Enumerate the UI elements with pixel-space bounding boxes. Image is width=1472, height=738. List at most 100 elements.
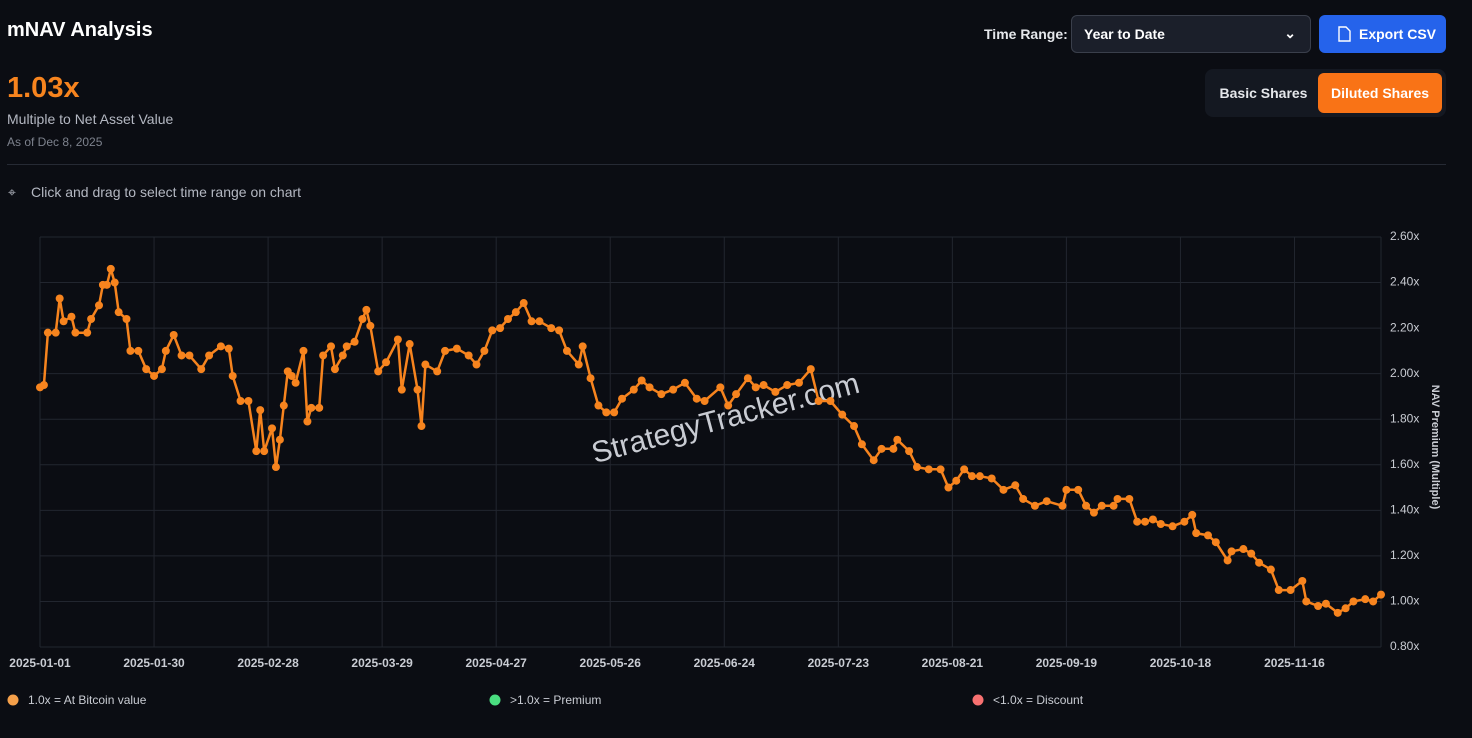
x-tick-label: 2025-11-16 <box>1264 656 1325 670</box>
metric-value: 1.03x <box>7 72 80 104</box>
data-point <box>1109 501 1118 510</box>
data-point <box>1082 501 1091 510</box>
data-point <box>838 410 847 419</box>
x-tick-label: 2025-04-27 <box>465 656 527 670</box>
data-point <box>472 360 481 369</box>
data-point <box>197 365 206 374</box>
data-point <box>700 397 709 405</box>
data-point <box>987 474 996 483</box>
data-point <box>150 371 159 380</box>
data-point <box>1377 590 1385 599</box>
data-point <box>936 465 945 474</box>
data-point <box>106 264 115 273</box>
data-point <box>275 435 284 444</box>
export-button[interactable]: Export CSV <box>1319 15 1446 53</box>
metric-label: Multiple to Net Asset Value <box>7 111 174 127</box>
data-point <box>850 422 859 431</box>
data-point <box>480 346 489 355</box>
data-point <box>1302 597 1311 606</box>
file-icon <box>1338 26 1351 42</box>
y-tick-label: 1.20x <box>1390 548 1419 562</box>
data-point <box>716 383 725 392</box>
y-tick-label: 1.80x <box>1390 411 1419 425</box>
data-point <box>519 299 528 308</box>
data-point <box>968 472 977 481</box>
share-toggle: Basic Shares Diluted Shares <box>1205 69 1446 117</box>
data-point <box>421 360 430 369</box>
data-point <box>287 371 296 380</box>
data-point <box>315 403 324 412</box>
data-point <box>268 424 277 433</box>
data-point <box>857 440 866 449</box>
data-point <box>924 465 933 474</box>
data-point <box>244 397 253 405</box>
data-point <box>1042 497 1051 506</box>
data-point <box>279 401 288 410</box>
data-point <box>397 385 406 394</box>
data-point <box>657 390 666 399</box>
data-point <box>413 385 422 394</box>
y-axis-title: NAV Premium (Multiple) <box>1429 385 1441 510</box>
y-tick-label: 2.20x <box>1390 320 1419 334</box>
data-point <box>503 315 512 323</box>
data-point <box>905 447 914 456</box>
export-text: Export CSV <box>1359 26 1437 42</box>
data-point <box>236 397 245 405</box>
data-point <box>260 447 269 456</box>
data-point <box>645 383 654 392</box>
data-point <box>618 394 627 403</box>
data-point <box>594 401 603 410</box>
hint-icon: ⌖ <box>8 184 16 200</box>
data-point <box>1192 529 1201 538</box>
data-point <box>637 376 646 385</box>
data-point <box>1019 494 1028 503</box>
toggle-diluted[interactable]: Diluted Shares <box>1318 73 1442 113</box>
data-point <box>374 367 383 376</box>
data-point <box>1180 517 1189 526</box>
data-point <box>366 321 375 330</box>
data-point <box>71 328 80 337</box>
chevron: ⌄ <box>1284 25 1296 41</box>
hint: Click and drag to select time range on c… <box>31 184 302 200</box>
data-point <box>724 401 733 410</box>
data-point <box>692 394 701 403</box>
data-point <box>574 360 583 369</box>
data-point <box>228 371 237 380</box>
x-tick-label: 2025-02-28 <box>237 656 299 670</box>
data-point <box>1030 501 1039 510</box>
data-point <box>39 381 48 390</box>
data-point <box>464 351 473 360</box>
data-point <box>610 408 619 417</box>
data-point <box>362 305 371 314</box>
data-point <box>51 328 60 337</box>
time-range-select[interactable]: Year to Date ⌄ <box>1071 15 1311 53</box>
data-point <box>1223 556 1232 565</box>
data-point <box>783 381 792 390</box>
divider <box>7 164 1446 165</box>
data-point <box>83 328 92 337</box>
legend-dot <box>7 694 19 706</box>
toggle-basic[interactable]: Basic Shares <box>1219 85 1308 101</box>
data-point <box>252 447 261 456</box>
data-point <box>185 351 194 360</box>
data-point <box>1097 501 1106 510</box>
data-point <box>1274 586 1283 595</box>
data-point <box>177 351 186 360</box>
data-point <box>889 444 898 453</box>
data-point <box>527 317 536 326</box>
x-tick-label: 2025-09-19 <box>1036 656 1098 670</box>
data-point <box>877 444 886 453</box>
data-point <box>142 365 151 374</box>
data-point <box>869 456 878 465</box>
data-point <box>110 278 119 287</box>
data-point <box>55 294 64 303</box>
data-point <box>122 315 131 323</box>
data-point <box>535 317 544 326</box>
data-point <box>382 358 391 367</box>
data-point <box>157 365 166 374</box>
legend-dot <box>972 694 984 706</box>
data-point <box>1168 522 1177 531</box>
data-point <box>452 344 461 353</box>
data-point <box>1089 508 1098 517</box>
data-point <box>393 335 402 344</box>
